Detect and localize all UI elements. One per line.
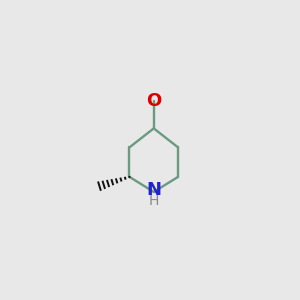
Text: O: O — [146, 92, 161, 110]
Text: N: N — [146, 181, 161, 199]
Text: H: H — [148, 194, 159, 208]
